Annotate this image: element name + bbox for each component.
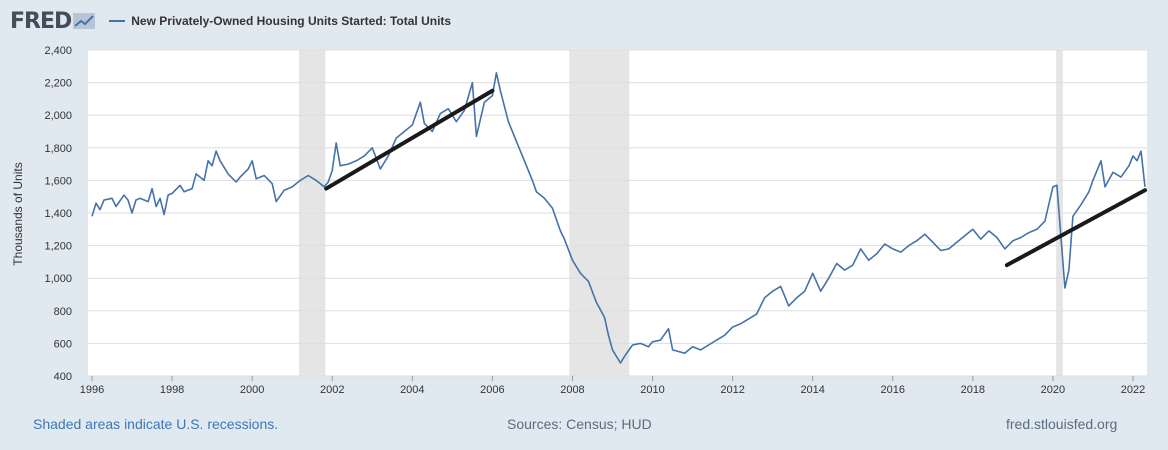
fred-logo[interactable]: FRED [10,8,96,34]
x-tick-label: 2022 [1121,384,1145,396]
trend-lines [324,88,1147,268]
housing-starts-chart[interactable]: 1996 1998 2000 2002 2004 2006 2008 2010 2012 2014… [0,0,1168,410]
y-tick-label: 1,400 [44,208,72,220]
trend-line-0 [324,88,495,191]
y-tick-label: 600 [54,338,72,350]
x-axis-ticks: 1996 1998 2000 2002 2004 2006 2008 2010 2012 2014… [80,376,1145,396]
grid-lines [88,49,1147,377]
site-link[interactable]: fred.stlouisfed.org [1006,416,1118,432]
x-tick-label: 2004 [400,384,424,396]
series-line-housing-starts[interactable] [91,72,1146,364]
x-tick-label: 1996 [80,384,104,396]
x-tick-label: 2010 [640,384,664,396]
y-tick-label: 1,600 [44,175,72,187]
y-tick-label: 1,200 [44,241,72,253]
y-tick-label: 400 [54,371,72,383]
x-tick-label: 2020 [1041,384,1065,396]
sources-text: Sources: Census; HUD [507,416,652,432]
chart-legend: New Privately-Owned Housing Units Starte… [109,14,451,28]
legend-series-label[interactable]: New Privately-Owned Housing Units Starte… [131,14,452,28]
x-tick-label: 2006 [480,384,504,396]
x-tick-label: 2014 [800,384,824,396]
chart-line-icon [73,13,96,29]
y-tick-label: 2,200 [44,78,72,90]
trend-line-1 [1004,188,1147,268]
y-tick-label: 1,000 [44,273,72,285]
x-tick-label: 2008 [560,384,584,396]
x-tick-label: 2000 [240,384,264,396]
legend-swatch [109,20,126,22]
y-tick-label: 800 [54,306,72,318]
x-tick-label: 2002 [320,384,344,396]
y-axis-label: Thousands of Units [11,162,25,265]
chart-header: FRED New Privately-Owned Housing Units S… [10,6,451,36]
x-tick-label: 2016 [881,384,905,396]
x-tick-label: 1998 [160,384,184,396]
series-layer [91,72,1146,364]
x-tick-label: 2018 [961,384,985,396]
logo-text: FRED [10,8,72,34]
y-axis-ticks: 400 600 800 1,000 1,200 1,400 1,600 1,800 2,000 2… [44,45,72,383]
x-tick-label: 2012 [720,384,744,396]
y-tick-label: 1,800 [44,143,72,155]
recession-note[interactable]: Shaded areas indicate U.S. recessions. [33,416,279,432]
y-tick-label: 2,000 [44,110,72,122]
y-tick-label: 2,400 [44,45,72,57]
